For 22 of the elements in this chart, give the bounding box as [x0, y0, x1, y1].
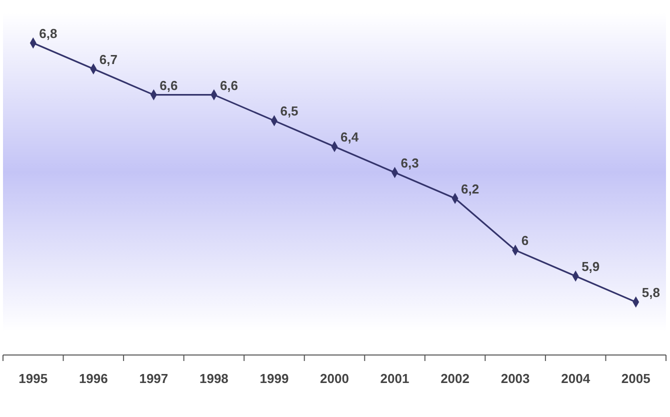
data-label: 6,6 [220, 78, 238, 93]
x-tick-label: 1998 [199, 371, 228, 386]
data-label: 6,5 [280, 104, 298, 119]
x-tick-label: 2004 [561, 371, 591, 386]
x-tick-label: 2000 [320, 371, 349, 386]
x-tick-label: 2001 [380, 371, 410, 386]
data-label: 6,2 [461, 181, 480, 196]
x-tick-label: 2003 [500, 371, 530, 386]
x-tick-label: 2005 [621, 371, 650, 386]
data-label: 6,6 [160, 78, 178, 93]
data-label: 6,4 [340, 130, 360, 145]
x-tick-label: 2002 [440, 371, 470, 386]
data-label: 6 [521, 233, 529, 248]
data-label: 5,9 [582, 259, 600, 274]
x-tick-label: 1999 [260, 371, 289, 386]
data-label: 6,8 [39, 26, 58, 41]
data-label: 6,7 [99, 52, 118, 67]
x-tick-label: 1997 [139, 371, 168, 386]
data-label: 6,3 [400, 156, 419, 170]
x-tick-label: 1996 [78, 371, 108, 386]
data-label: 5,8 [642, 285, 660, 300]
x-tick-label: 1995 [18, 371, 48, 386]
